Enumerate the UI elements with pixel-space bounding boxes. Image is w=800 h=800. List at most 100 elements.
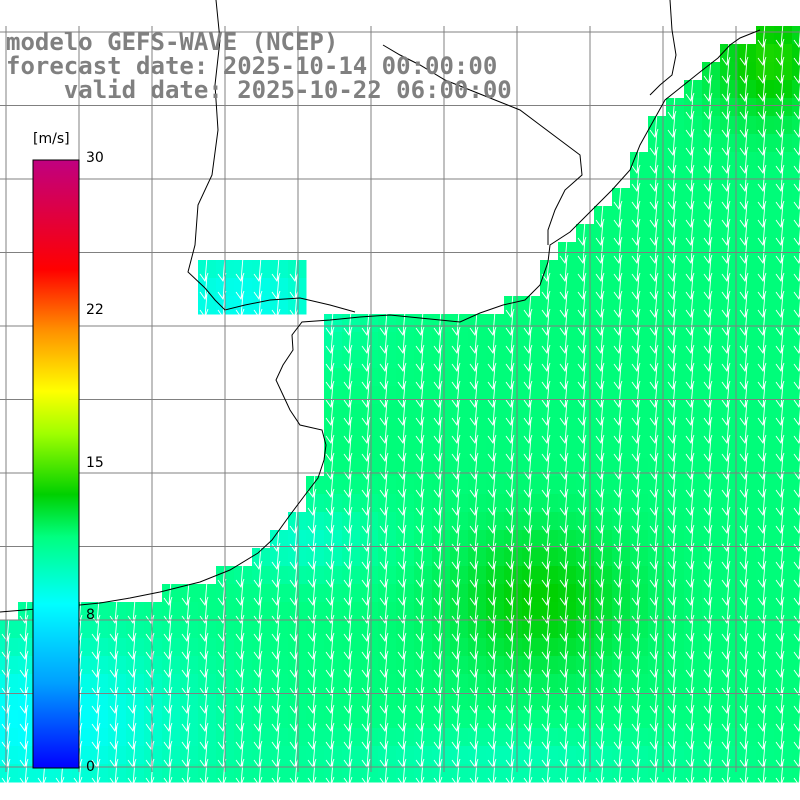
speed-cell (270, 278, 289, 297)
speed-cell (126, 692, 145, 711)
speed-cell (702, 728, 721, 747)
speed-cell (684, 116, 703, 135)
speed-cell (270, 602, 289, 621)
speed-cell (468, 512, 487, 531)
speed-cell (396, 458, 415, 477)
speed-cell (540, 692, 559, 711)
speed-cell (792, 242, 800, 261)
wind-arrow (289, 292, 299, 318)
speed-cell (432, 440, 451, 459)
speed-cell (666, 692, 685, 711)
speed-cell (648, 566, 667, 585)
speed-cell (648, 224, 667, 243)
speed-cell (702, 548, 721, 567)
border-line-3 (649, 0, 677, 96)
speed-cell (414, 620, 433, 639)
speed-cell (432, 620, 451, 639)
wind-arrow (109, 760, 119, 786)
wind-arrow (793, 443, 800, 462)
speed-cell (18, 746, 37, 765)
speed-cell (702, 224, 721, 243)
speed-cell (792, 260, 800, 279)
speed-cell (198, 620, 217, 639)
speed-cell (774, 188, 793, 207)
speed-cell (468, 746, 487, 765)
speed-cell (414, 548, 433, 567)
speed-cell (702, 152, 721, 171)
speed-cell (468, 548, 487, 567)
speed-cell (558, 530, 577, 549)
speed-cell (738, 224, 757, 243)
speed-cell (378, 494, 397, 513)
speed-cell (540, 530, 559, 549)
speed-cell (792, 206, 800, 225)
speed-cell (504, 674, 523, 693)
speed-cell (342, 530, 361, 549)
speed-cell (324, 710, 343, 729)
speed-cell (720, 746, 739, 765)
speed-cell (738, 368, 757, 387)
wind-arrow (559, 760, 569, 786)
speed-cell (72, 764, 91, 783)
wind-arrow (343, 760, 353, 786)
speed-cell (720, 728, 739, 747)
wind-arrow (289, 760, 299, 786)
speed-cell (522, 584, 541, 603)
speed-cell (720, 692, 739, 711)
speed-cell (342, 512, 361, 531)
speed-cell (90, 764, 109, 783)
speed-cell (594, 494, 613, 513)
speed-cell (396, 512, 415, 531)
speed-cell (612, 584, 631, 603)
speed-cell (270, 584, 289, 603)
speed-cell (144, 674, 163, 693)
speed-cell (432, 764, 451, 783)
speed-cell (684, 314, 703, 333)
speed-cell (504, 476, 523, 495)
speed-cell (414, 404, 433, 423)
speed-cell (162, 638, 181, 657)
speed-cell (648, 116, 667, 135)
speed-cell (630, 188, 649, 207)
speed-cell (774, 350, 793, 369)
speed-cell (360, 350, 379, 369)
speed-cell (414, 674, 433, 693)
speed-cell (486, 530, 505, 549)
wind-arrow (793, 299, 800, 318)
speed-cell (252, 620, 271, 639)
speed-cell (648, 278, 667, 297)
wind-arrow (793, 731, 800, 750)
speed-cell (0, 638, 19, 657)
speed-cell (162, 620, 181, 639)
speed-cell (648, 350, 667, 369)
speed-cell (414, 422, 433, 441)
speed-cell (342, 368, 361, 387)
speed-cell (630, 242, 649, 261)
speed-cell (396, 710, 415, 729)
speed-cell (792, 620, 800, 639)
speed-cell (360, 692, 379, 711)
speed-cell (414, 350, 433, 369)
speed-cell (684, 656, 703, 675)
speed-cell (738, 458, 757, 477)
speed-cell (792, 152, 800, 171)
speed-cell (0, 746, 19, 765)
speed-cell (504, 458, 523, 477)
speed-cell (774, 152, 793, 171)
speed-cell (756, 44, 775, 63)
speed-cell (666, 746, 685, 765)
speed-cell (468, 584, 487, 603)
speed-cell (306, 638, 325, 657)
speed-cell (738, 548, 757, 567)
speed-cell (684, 476, 703, 495)
speed-cell (288, 296, 307, 315)
speed-cell (792, 512, 800, 531)
speed-cell (738, 350, 757, 369)
speed-cell (648, 206, 667, 225)
speed-cell (522, 746, 541, 765)
speed-cell (756, 764, 775, 783)
speed-cell (414, 494, 433, 513)
speed-cell (756, 332, 775, 351)
speed-cell (486, 368, 505, 387)
speed-cell (666, 152, 685, 171)
